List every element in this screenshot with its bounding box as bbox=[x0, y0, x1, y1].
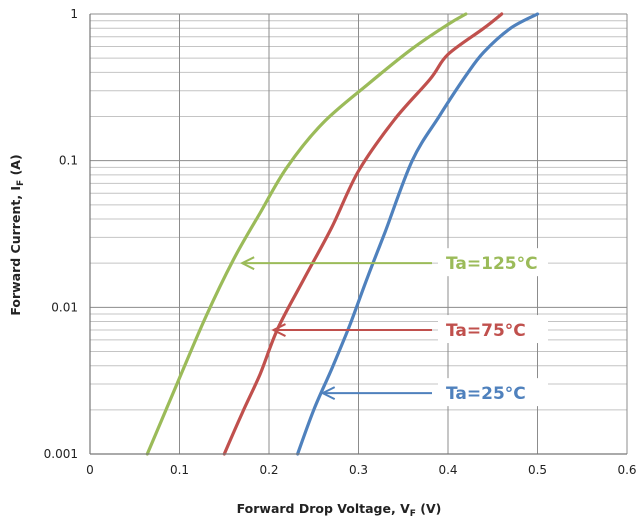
x-tick-label: 0.6 bbox=[617, 463, 636, 477]
series-label: Ta=25°C bbox=[446, 384, 526, 404]
curves bbox=[145, 12, 540, 456]
x-axis-title: Forward Drop Voltage, VF (V) bbox=[237, 501, 442, 519]
grid bbox=[89, 13, 628, 455]
x-tick-label: 0.2 bbox=[259, 463, 278, 477]
annotation-arrowhead bbox=[271, 323, 286, 337]
curve-labels: Ta=125°C Ta=75°C Ta=25°C bbox=[239, 248, 548, 407]
y-tick-label: 0.001 bbox=[44, 447, 78, 461]
annotation-arrowhead bbox=[320, 386, 336, 401]
series-line bbox=[296, 12, 540, 456]
y-tick-label: 1 bbox=[70, 7, 78, 21]
x-tick-label: 0.1 bbox=[170, 463, 189, 477]
x-tick-label: 0.3 bbox=[349, 463, 368, 477]
x-tick-label: 0.5 bbox=[528, 463, 547, 477]
annotation-arrowhead bbox=[239, 256, 255, 271]
x-tick-label: 0.4 bbox=[438, 463, 457, 477]
label-background bbox=[438, 378, 548, 407]
label-background bbox=[438, 248, 548, 277]
series-label: Ta=125°C bbox=[446, 254, 538, 274]
series-label: Ta=75°C bbox=[446, 321, 526, 341]
y-tick-label: 0.01 bbox=[51, 300, 78, 314]
x-tick-label: 0 bbox=[86, 463, 94, 477]
y-tick-label: 0.1 bbox=[59, 154, 78, 168]
y-axis-title: Forward Current, IF (A) bbox=[8, 154, 26, 315]
series-line bbox=[222, 12, 504, 456]
axes: 0 0.1 0.2 0.3 0.4 0.5 0.6 0.001 0.01 0.1 1 bbox=[44, 7, 637, 477]
label-background bbox=[438, 315, 548, 344]
series-line bbox=[145, 12, 468, 456]
